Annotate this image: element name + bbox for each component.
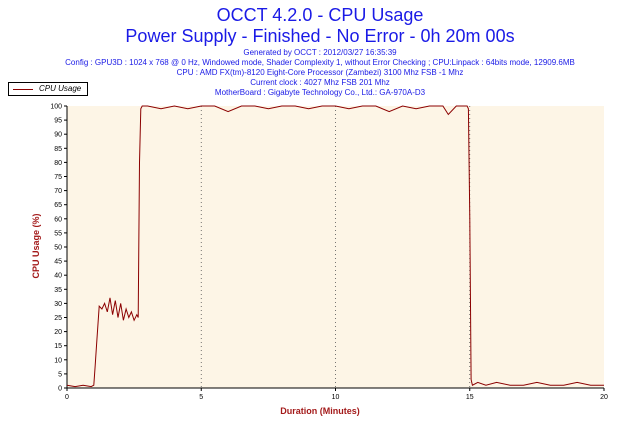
y-tick-label: 100: [50, 104, 62, 111]
x-tick-label: 0: [65, 394, 69, 401]
y-tick-label: 30: [54, 301, 62, 308]
legend-line-swatch: [13, 89, 33, 90]
legend: CPU Usage: [8, 82, 88, 96]
y-tick-label: 35: [54, 287, 62, 294]
motherboard-info: MotherBoard : Gigabyte Technology Co., L…: [214, 88, 426, 97]
chart-title: OCCT 4.2.0 - CPU Usage: [216, 5, 424, 25]
y-tick-label: 40: [54, 273, 62, 280]
legend-label: CPU Usage: [39, 84, 82, 93]
chart-subtitle: Power Supply - Finished - No Error - 0h …: [125, 26, 515, 46]
y-axis-title: CPU Usage (%): [31, 213, 41, 279]
clock-info: Current clock : 4027 Mhz FSB 201 Mhz: [250, 78, 390, 87]
y-tick-label: 65: [54, 202, 62, 209]
x-tick-label: 5: [199, 394, 203, 401]
y-tick-label: 95: [54, 118, 62, 125]
y-tick-label: 15: [54, 343, 62, 350]
cpu-info: CPU : AMD FX(tm)-8120 Eight-Core Process…: [176, 68, 464, 77]
y-tick-label: 75: [54, 174, 62, 181]
generated-info: Generated by OCCT : 2012/03/27 16:35:39: [243, 48, 397, 57]
plot-area: [67, 106, 604, 388]
y-tick-label: 5: [58, 371, 62, 378]
x-axis-title: Duration (Minutes): [280, 406, 360, 416]
x-tick-label: 20: [600, 394, 608, 401]
y-tick-label: 60: [54, 216, 62, 223]
series-line-cpu-usage: [66, 105, 604, 388]
x-tick-label: 15: [466, 394, 474, 401]
y-tick-label: 45: [54, 259, 62, 266]
config-info: Config : GPU3D : 1024 x 768 @ 0 Hz, Wind…: [65, 58, 575, 67]
y-tick-label: 55: [54, 230, 62, 237]
y-tick-label: 50: [54, 245, 62, 252]
y-tick-label: 25: [54, 315, 62, 322]
x-tick-label: 10: [332, 394, 340, 401]
y-tick-label: 0: [58, 386, 62, 393]
y-tick-label: 10: [54, 357, 62, 364]
y-tick-label: 70: [54, 188, 62, 195]
y-tick-label: 20: [54, 329, 62, 336]
y-tick-label: 90: [54, 132, 62, 139]
y-tick-label: 80: [54, 160, 62, 167]
y-tick-label: 85: [54, 146, 62, 153]
